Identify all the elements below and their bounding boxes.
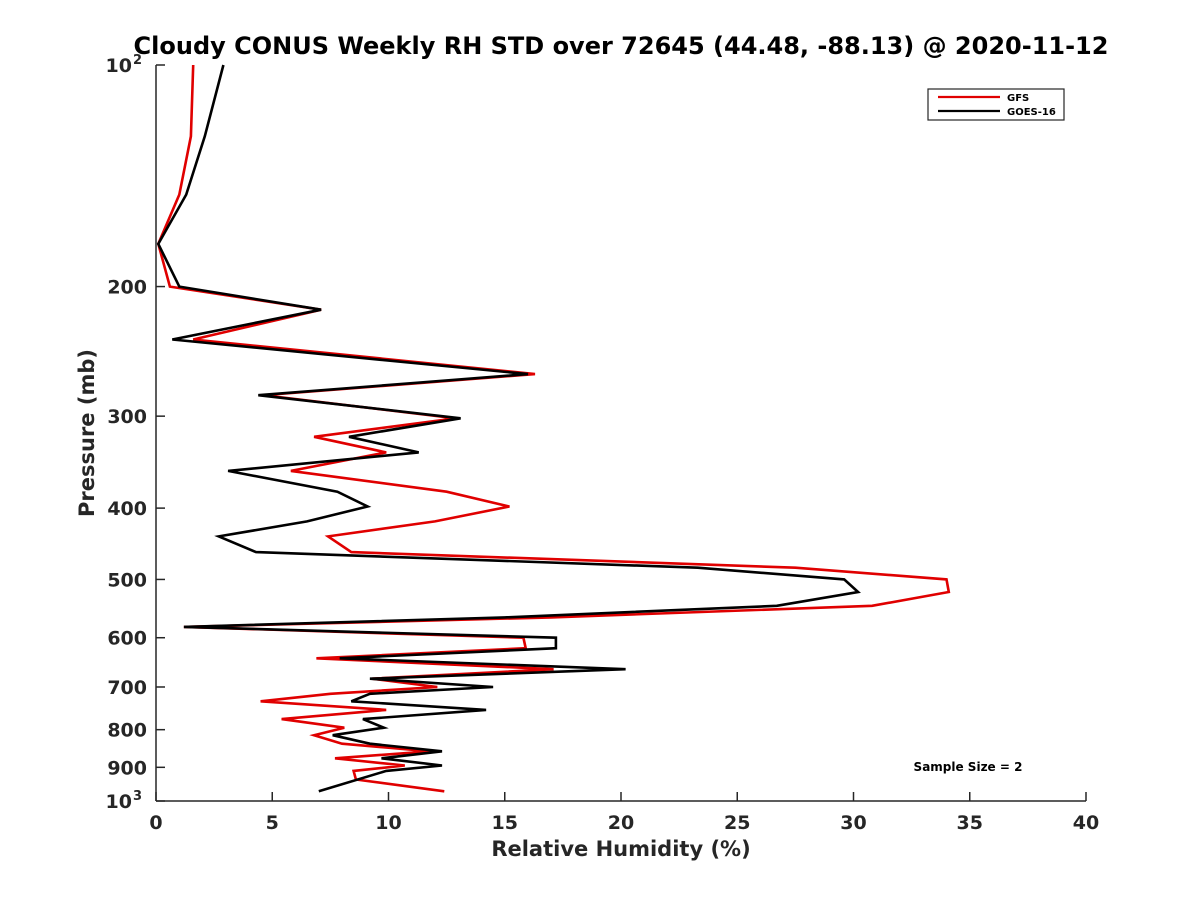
y-axis-label: Pressure (mb) [75, 349, 99, 517]
plot-area: 0 5 10 15 20 25 30 35 40 10 220030040050060070080… [106, 53, 1100, 834]
series-line-gfs [156, 64, 951, 793]
y-tick-exponent: 2 [133, 53, 142, 68]
x-tick-label: 5 [266, 812, 279, 834]
y-tick-label: 900 [107, 757, 147, 779]
y-tick-label: 500 [107, 569, 147, 591]
x-tick-label: 10 [375, 812, 401, 834]
x-tick-label: 20 [608, 812, 634, 834]
y-tick-label: 10 [106, 55, 132, 77]
x-tick-label: 0 [149, 812, 162, 834]
x-ticks: 0 5 10 15 20 25 30 35 40 [149, 792, 1099, 834]
x-tick-label: 35 [957, 812, 983, 834]
legend-label-goes16: GOES-16 [1007, 107, 1056, 118]
legend-label-gfs: GFS [1007, 93, 1029, 104]
x-tick-label: 30 [840, 812, 866, 834]
x-tick-label: 25 [724, 812, 750, 834]
y-tick-exponent: 3 [133, 789, 142, 804]
sample-size-annotation: Sample Size = 2 [914, 760, 1023, 774]
chart-title: Cloudy CONUS Weekly RH STD over 72645 (4… [134, 32, 1109, 60]
series-layer [156, 64, 951, 793]
series-line-goes-16 [156, 64, 861, 793]
y-tick-label: 700 [107, 677, 147, 699]
x-tick-label: 15 [492, 812, 518, 834]
y-tick-label: 800 [107, 720, 147, 742]
y-tick-label: 200 [107, 277, 147, 299]
x-tick-label: 40 [1073, 812, 1099, 834]
x-axis-label: Relative Humidity (%) [491, 837, 750, 861]
y-tick-label: 400 [107, 498, 147, 520]
legend: GFS GOES-16 [927, 88, 1065, 121]
legend-box [927, 88, 1065, 121]
y-tick-label: 300 [107, 406, 147, 428]
y-tick-label: 10 [106, 791, 132, 813]
y-tick-label: 600 [107, 628, 147, 650]
